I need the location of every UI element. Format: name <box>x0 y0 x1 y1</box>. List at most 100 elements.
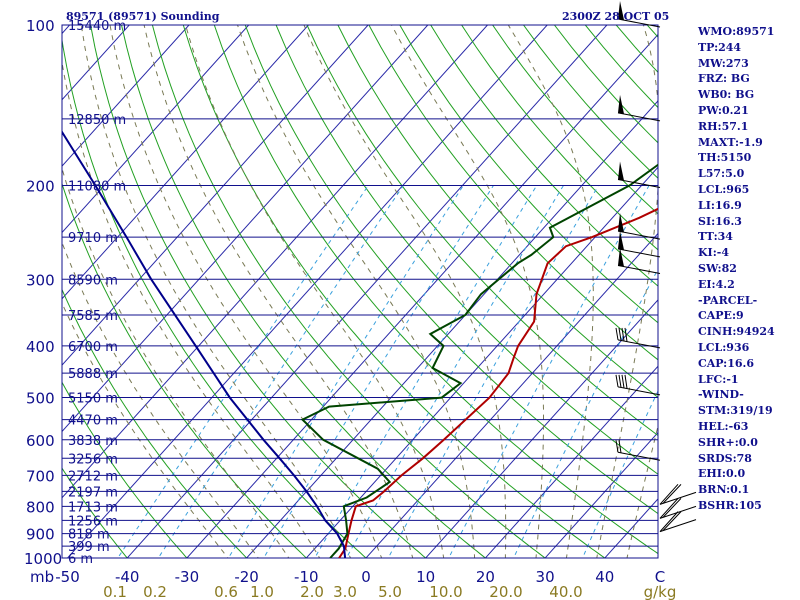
barb-flag <box>621 327 625 341</box>
moist-adiabat <box>62 241 259 558</box>
chart-datetime: 2300Z 28 OCT 05 <box>562 10 670 23</box>
barb-flag <box>624 374 628 389</box>
dry-adiabat <box>62 381 188 558</box>
moist-adiabat <box>62 301 229 558</box>
mixing-ratio-label: 20.0 <box>489 583 522 600</box>
moist-adiabat <box>596 25 658 558</box>
wind-barb <box>617 247 661 274</box>
pressure-tick-label: 400 <box>26 338 55 356</box>
barb-staff <box>617 264 661 274</box>
height-label: 5150 m <box>68 392 118 407</box>
barb-flag <box>621 374 625 388</box>
dewpoint-line <box>300 163 658 558</box>
temp-tick-label: 30 <box>536 568 555 586</box>
barb-staff <box>617 386 661 396</box>
dry-adiabat <box>213 25 658 555</box>
wind-barb <box>617 213 661 240</box>
stat-item: LCL:965 <box>698 182 750 196</box>
stat-item: EHI:0.0 <box>698 467 746 481</box>
barb-flag <box>659 498 679 519</box>
mixing-ratio-line <box>582 389 658 558</box>
stat-item: HEL:-63 <box>698 419 749 433</box>
barb-staff <box>659 519 697 533</box>
wind-barb <box>659 484 697 505</box>
dry-adiabat <box>461 25 658 251</box>
barb-flag <box>618 374 622 388</box>
stat-item: TP:244 <box>698 40 742 54</box>
barb-pennant <box>618 230 624 250</box>
stat-item: TH:5150 <box>698 151 752 165</box>
stat-item: CAP:16.6 <box>698 356 755 370</box>
mixing-unit-label: g/kg <box>644 583 677 600</box>
stat-item: BRN:0.1 <box>698 483 750 497</box>
stat-item: PW:0.21 <box>698 103 749 117</box>
pressure-tick-label: 300 <box>26 271 55 289</box>
barb-flag <box>659 511 679 532</box>
mixing-ratio-line <box>513 268 658 558</box>
mixing-ratio-label: 2.0 <box>300 583 324 600</box>
stat-item: CINH:94924 <box>698 325 775 339</box>
barb-staff <box>617 178 661 188</box>
stat-item: LFC:-1 <box>698 372 739 386</box>
isotherm <box>484 365 658 558</box>
pressure-unit-label: mb <box>30 568 54 586</box>
height-label: 6 m <box>68 552 93 567</box>
temp-tick-label: 10 <box>416 568 435 586</box>
mixing-ratio-label: 0.2 <box>143 583 167 600</box>
barb-pennant <box>618 247 624 267</box>
stat-item: -PARCEL- <box>698 293 758 307</box>
barb-staff <box>659 505 697 519</box>
barb-flag <box>618 327 622 341</box>
dry-adiabat <box>244 25 658 515</box>
height-label: 15440 m <box>68 19 126 34</box>
stat-item: WMO:89571 <box>698 25 775 38</box>
height-label: 12850 m <box>68 113 126 128</box>
dry-adiabat <box>90 25 427 558</box>
dry-adiabat <box>62 36 367 558</box>
mixing-ratio-label: 5.0 <box>378 583 402 600</box>
dry-adiabat <box>62 288 248 558</box>
height-label: 11080 m <box>68 179 126 194</box>
moist-adiabat <box>626 424 658 558</box>
stat-item: MAXT:-1.9 <box>698 135 763 149</box>
height-label: 9710 m <box>68 231 118 246</box>
isotherm <box>544 431 658 558</box>
height-label: 5888 m <box>68 367 118 382</box>
barb-flag <box>615 327 619 340</box>
isotherm <box>62 25 369 366</box>
isotherm <box>66 25 548 558</box>
barb-pennant <box>618 213 624 233</box>
mixing-ratio-label: 10.0 <box>429 583 462 600</box>
height-label: 8590 m <box>68 273 118 288</box>
wind-barb <box>617 94 661 122</box>
stat-item: SHR+:0.0 <box>698 435 758 449</box>
temp-tick-label: -20 <box>234 568 259 586</box>
mixing-ratio-line <box>227 185 464 558</box>
height-label: 3838 m <box>68 434 118 449</box>
temp-tick-label: -30 <box>175 568 200 586</box>
isotherm <box>186 33 658 558</box>
mixing-ratio-line <box>263 185 494 558</box>
dry-adiabat <box>121 25 487 558</box>
mixing-ratio-line <box>345 185 564 558</box>
temp-unit-label: C <box>655 568 665 586</box>
stat-item: LCL:936 <box>698 340 750 354</box>
wind-barb <box>617 230 661 258</box>
isotherm <box>62 25 309 300</box>
pressure-tick-label: 200 <box>26 177 55 195</box>
height-label: 1713 m <box>68 500 118 515</box>
dry-adiabat <box>275 25 658 475</box>
moist-adiabat <box>62 166 290 558</box>
barb-flag <box>615 440 619 453</box>
mixing-ratio-label: 0.6 <box>214 583 238 600</box>
moist-adiabat <box>62 59 321 558</box>
temp-tick-label: -50 <box>55 568 80 586</box>
barb-staff <box>617 18 661 28</box>
mixing-ratio-label: 1.0 <box>250 583 274 600</box>
plot-frame <box>61 24 659 559</box>
barb-flag <box>662 511 682 531</box>
stat-item: EI:4.2 <box>698 277 735 291</box>
moist-adiabat <box>143 25 414 558</box>
isotherm <box>365 232 658 558</box>
